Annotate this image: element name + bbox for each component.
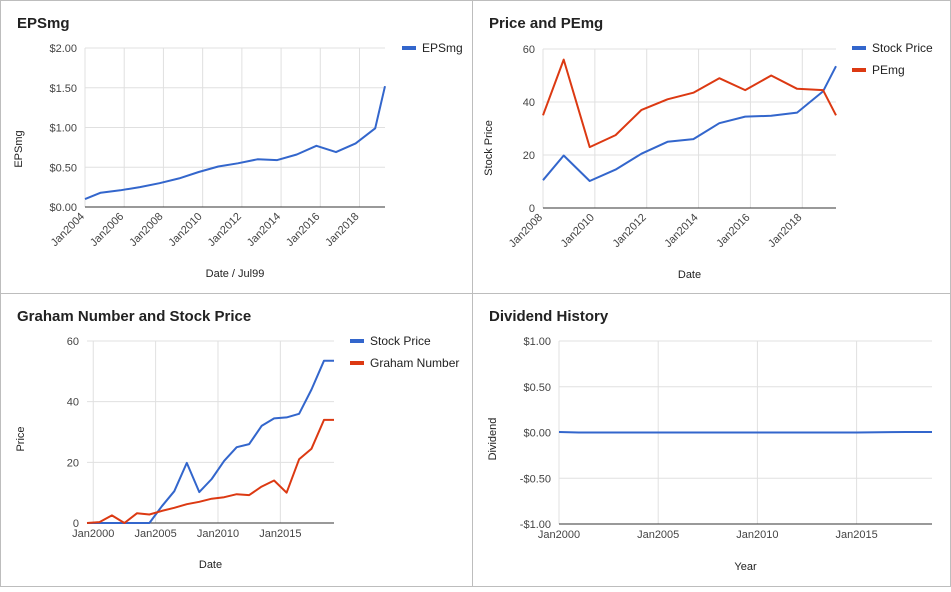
x-tick-label: Jan2012 <box>610 212 648 250</box>
x-tick-label: Jan2015 <box>259 528 301 540</box>
chart-title: Dividend History <box>489 308 609 325</box>
x-tick-label: Jan2016 <box>284 211 322 249</box>
y-tick-label: 60 <box>67 336 79 348</box>
x-tick-label: Jan2005 <box>135 528 177 540</box>
x-axis-label: Year <box>734 561 757 573</box>
y-tick-label: 20 <box>523 150 535 162</box>
graham-chart-panel: Graham Number and Stock Price 0 20 40 60 Jan2… <box>0 293 473 587</box>
legend-swatch <box>852 68 866 72</box>
y-tick-label: 20 <box>67 457 79 469</box>
x-tick-label: Jan2000 <box>72 528 114 540</box>
price-pe-chart-panel: Price and PEmg 0 20 40 60 Jan2008 Jan2010 Jan20… <box>472 0 951 294</box>
x-tick-label: Jan2008 <box>507 212 545 250</box>
x-tick-label: Jan2008 <box>127 211 165 249</box>
x-tick-label: Jan2006 <box>88 211 126 249</box>
x-tick-label: Jan2018 <box>323 211 361 249</box>
x-tick-label: Jan2014 <box>245 211 283 249</box>
legend-entry: EPSmg <box>422 41 463 55</box>
x-axis-label: Date <box>199 559 222 571</box>
x-tick-label: Jan2012 <box>206 211 244 249</box>
x-tick-label: Jan2010 <box>559 212 597 250</box>
y-tick-label: -$0.50 <box>520 473 551 485</box>
x-tick-label: Jan2000 <box>538 529 580 541</box>
legend-swatch <box>402 46 416 50</box>
y-axis-label: Stock Price <box>483 120 495 176</box>
graham-chart: Graham Number and Stock Price 0 20 40 60 Jan2… <box>15 308 459 571</box>
series-line-0 <box>87 359 334 524</box>
price-pe-chart: Price and PEmg 0 20 40 60 Jan2008 Jan2010 Jan20… <box>483 15 933 281</box>
x-tick-label: Jan2010 <box>736 529 778 541</box>
y-tick-label: $0.00 <box>523 428 551 440</box>
x-tick-label: Jan2016 <box>714 212 752 250</box>
x-tick-label: Jan2005 <box>637 529 679 541</box>
dividend-chart-panel: Dividend History -$1.00 -$0.50 $0.00 $0.50 $1… <box>472 293 951 587</box>
eps-chart-panel: EPSmg $0.00 $0.50 $1.00 $1.50 $2.00 Jan2004 Jan… <box>0 0 473 294</box>
y-tick-label: 40 <box>523 97 535 109</box>
y-tick-label: 0 <box>73 518 79 530</box>
x-tick-label: Jan2018 <box>766 212 804 250</box>
y-tick-label: $0.50 <box>49 162 77 174</box>
y-tick-label: $1.00 <box>523 336 551 348</box>
x-tick-label: Jan2004 <box>49 211 87 249</box>
x-tick-label: Jan2010 <box>197 528 239 540</box>
y-tick-label: $0.50 <box>523 382 551 394</box>
legend-swatch <box>350 361 364 365</box>
series-line-0 <box>542 65 837 182</box>
dividend-chart: Dividend History -$1.00 -$0.50 $0.00 $0.50 $1… <box>487 308 932 573</box>
x-axis-label: Date <box>678 269 701 281</box>
legend-entry: PEmg <box>872 63 905 77</box>
y-axis-label: EPSmg <box>13 130 25 167</box>
legend-entry: Graham Number <box>370 356 459 370</box>
y-tick-label: 40 <box>67 397 79 409</box>
chart-title: Graham Number and Stock Price <box>17 308 251 325</box>
legend-entry: Stock Price <box>872 41 933 55</box>
y-tick-label: $2.00 <box>49 43 77 55</box>
legend-entry: Stock Price <box>370 334 431 348</box>
series-line-0 <box>558 431 932 434</box>
x-tick-label: Jan2010 <box>166 211 204 249</box>
y-tick-label: -$1.00 <box>520 519 551 531</box>
x-axis-label: Date / Jul99 <box>206 268 265 280</box>
y-axis-label: Price <box>15 426 27 451</box>
x-tick-label: Jan2015 <box>835 529 877 541</box>
chart-title: Price and PEmg <box>489 15 603 32</box>
legend-swatch <box>350 339 364 343</box>
series-line-1 <box>542 58 837 149</box>
x-tick-label: Jan2014 <box>662 212 700 250</box>
chart-title: EPSmg <box>17 15 70 32</box>
y-tick-label: 60 <box>523 44 535 56</box>
y-tick-label: $1.50 <box>49 83 77 95</box>
legend-swatch <box>852 46 866 50</box>
y-tick-label: $0.00 <box>49 202 77 214</box>
series-line-0 <box>84 85 386 201</box>
y-axis-label: Dividend <box>487 418 499 461</box>
y-tick-label: 0 <box>529 203 535 215</box>
y-tick-label: $1.00 <box>49 123 77 135</box>
series-line-1 <box>86 418 334 524</box>
